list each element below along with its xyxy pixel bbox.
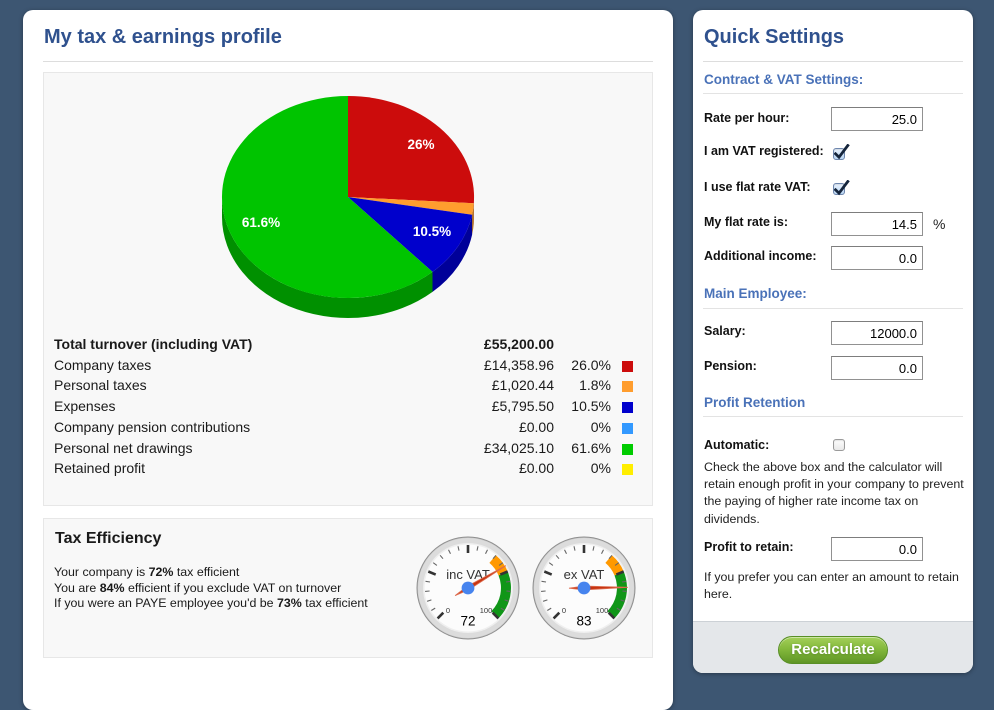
- svg-text:0: 0: [446, 606, 450, 615]
- svg-text:0: 0: [562, 606, 566, 615]
- svg-text:61.6%: 61.6%: [242, 215, 280, 230]
- svg-text:26%: 26%: [407, 137, 434, 152]
- svg-text:10.5%: 10.5%: [413, 224, 451, 239]
- svg-text:83: 83: [576, 614, 591, 629]
- svg-text:100: 100: [596, 606, 609, 615]
- svg-text:ex VAT: ex VAT: [564, 567, 605, 582]
- svg-text:100: 100: [480, 606, 493, 615]
- svg-text:72: 72: [460, 614, 475, 629]
